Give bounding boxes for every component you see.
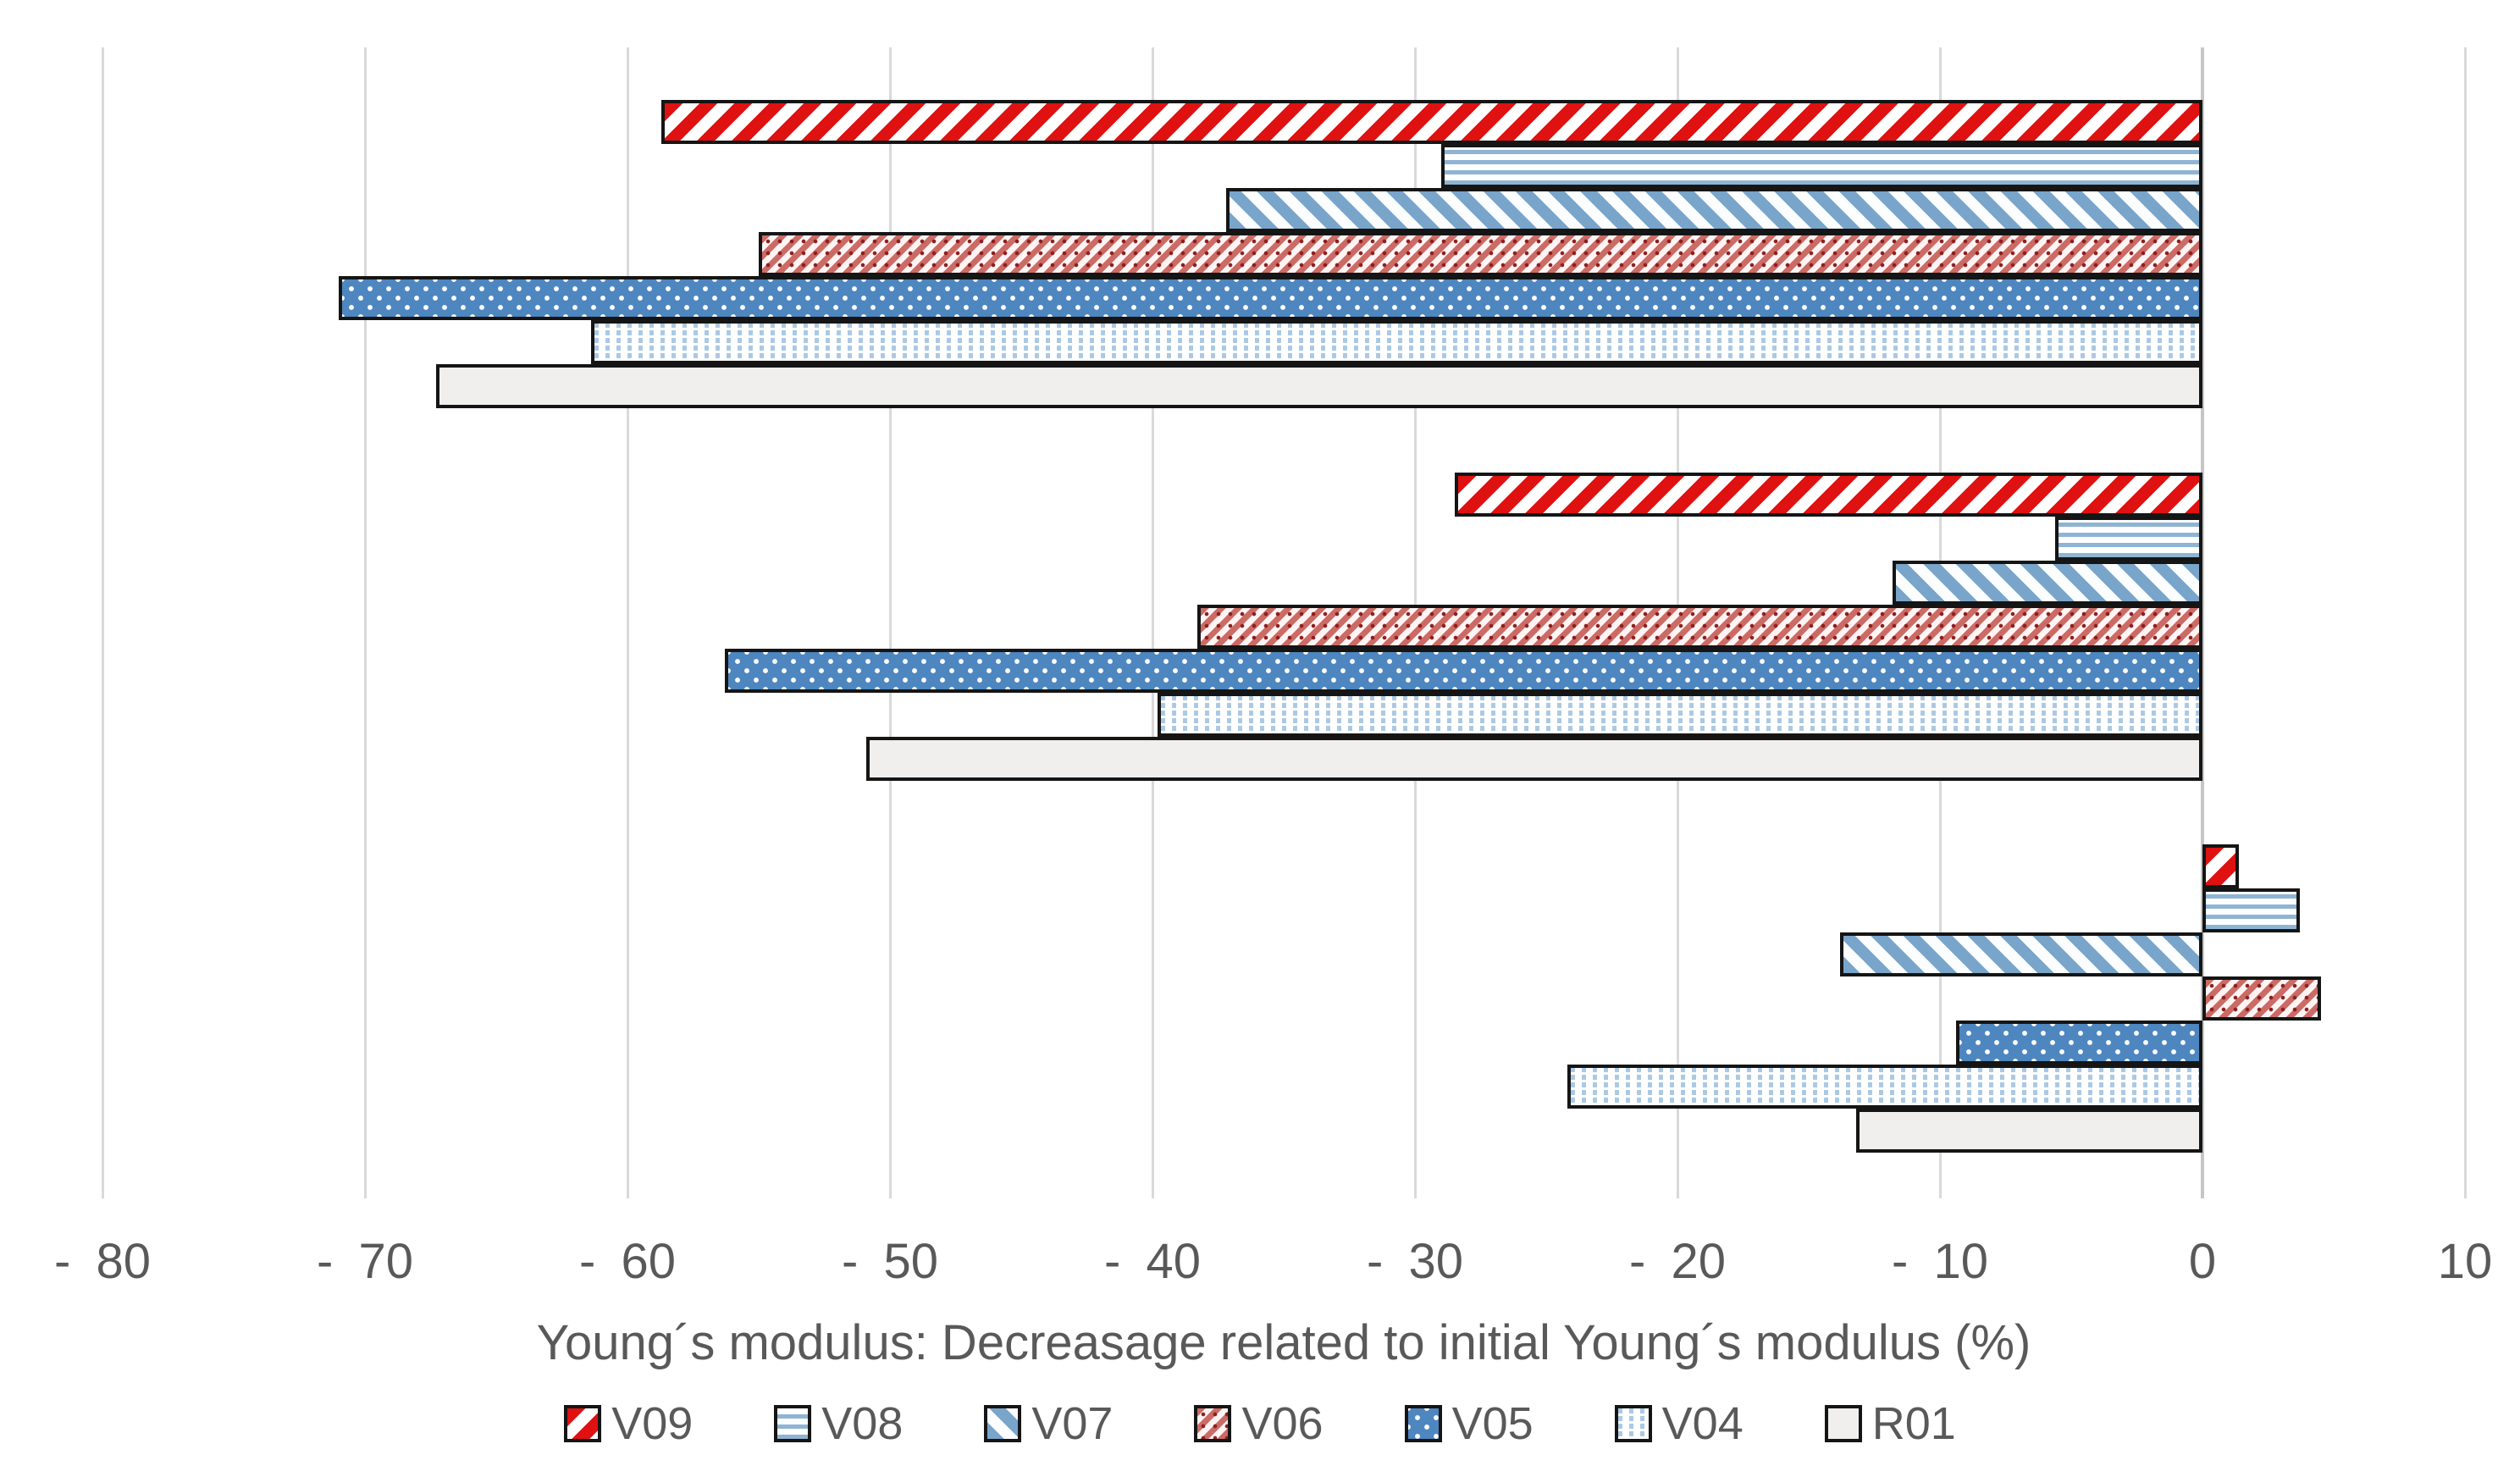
bar-v09-group1 <box>661 100 2202 144</box>
x-axis-title: Young´s modulus: Decreasage related to i… <box>536 1315 2031 1370</box>
x-tick-label--80: - 80 <box>54 1234 151 1289</box>
gridline--80 <box>101 47 104 1198</box>
legend-item-r01: R01 <box>1824 1397 1956 1450</box>
bar-v05-group2 <box>724 649 2202 693</box>
legend-label-v05: V05 <box>1451 1398 1534 1449</box>
legend-label-v08: V08 <box>821 1398 904 1449</box>
legend-label-v09: V09 <box>611 1398 694 1449</box>
bar-v05-group3 <box>1955 1021 2202 1065</box>
x-tick-label--10: - 10 <box>1892 1234 1988 1289</box>
x-tick-label--50: - 50 <box>842 1234 938 1289</box>
bar-v04-group2 <box>1158 693 2202 737</box>
legend-label-r01: R01 <box>1871 1398 1956 1449</box>
zero-axis-line <box>2201 47 2204 1198</box>
bar-r01-group1 <box>435 364 2202 408</box>
bar-v08-group3 <box>2202 888 2300 932</box>
x-tick-label--70: - 70 <box>317 1234 413 1289</box>
gridline-10 <box>2463 47 2467 1198</box>
bar-v08-group1 <box>1441 144 2202 188</box>
legend-label-v04: V04 <box>1661 1398 1744 1449</box>
bar-v07-group1 <box>1225 188 2202 232</box>
bar-v05-group1 <box>339 276 2202 320</box>
legend-item-v09: V09 <box>564 1397 693 1450</box>
legend-item-v05: V05 <box>1404 1397 1534 1450</box>
legend-swatch-v05-icon <box>1404 1405 1442 1442</box>
bar-v08-group2 <box>2055 517 2202 561</box>
gridline--70 <box>363 47 367 1198</box>
bar-v06-group3 <box>2202 976 2321 1021</box>
bar-v07-group3 <box>1840 932 2202 976</box>
x-tick-label-0: 0 <box>2188 1234 2217 1289</box>
legend-swatch-r01-icon <box>1824 1405 1862 1442</box>
bar-r01-group2 <box>866 737 2202 781</box>
bar-v09-group3 <box>2202 844 2240 888</box>
x-tick-label-10: 10 <box>2437 1234 2493 1289</box>
bar-v07-group2 <box>1893 561 2202 605</box>
bar-r01-group3 <box>1855 1109 2202 1153</box>
legend-swatch-v04-icon <box>1614 1405 1652 1442</box>
legend: V09 V08 V07 V06 V05 V04 R01 <box>0 1397 2520 1450</box>
x-tick-label--20: - 20 <box>1629 1234 1726 1289</box>
bar-v04-group3 <box>1567 1065 2202 1109</box>
legend-item-v08: V08 <box>774 1397 903 1450</box>
legend-label-v07: V07 <box>1031 1398 1114 1449</box>
x-tick-label--60: - 60 <box>579 1234 676 1289</box>
x-tick-label--30: - 30 <box>1367 1234 1463 1289</box>
legend-item-v07: V07 <box>984 1397 1113 1450</box>
legend-swatch-v06-icon <box>1194 1405 1232 1442</box>
bar-v04-group1 <box>590 320 2202 364</box>
legend-swatch-v07-icon <box>984 1405 1022 1442</box>
bar-v06-group1 <box>759 232 2202 276</box>
bar-v06-group2 <box>1196 605 2202 649</box>
legend-item-v06: V06 <box>1194 1397 1324 1450</box>
gridline--50 <box>888 47 892 1198</box>
legend-item-v04: V04 <box>1614 1397 1744 1450</box>
legend-label-v06: V06 <box>1241 1398 1324 1449</box>
legend-swatch-v08-icon <box>774 1405 812 1442</box>
legend-swatch-v09-icon <box>564 1405 602 1442</box>
gridline--60 <box>626 47 629 1198</box>
gridline--40 <box>1151 47 1154 1198</box>
bar-v09-group2 <box>1454 473 2202 517</box>
x-tick-label--40: - 40 <box>1104 1234 1201 1289</box>
